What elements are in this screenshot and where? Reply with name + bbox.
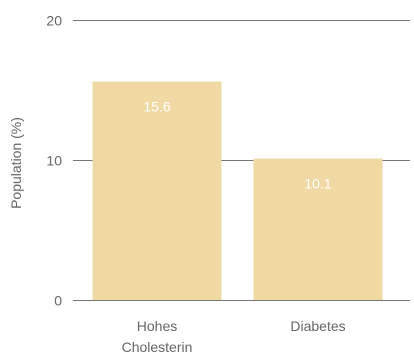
x-category-label: Diabetes bbox=[290, 318, 345, 334]
y-tick-label: 10 bbox=[46, 153, 62, 169]
x-category-label: Hohes Cholesterin bbox=[122, 318, 193, 355]
y-tick-label: 0 bbox=[54, 293, 62, 309]
y-axis-title: Population (%) bbox=[8, 117, 24, 209]
labels: 0 10 20 15.6 Hohes Cholesterin 10.1 Diabetes bbox=[46, 13, 345, 355]
bar bbox=[92, 81, 222, 300]
bars bbox=[92, 81, 383, 300]
data-label: 10.1 bbox=[304, 176, 331, 192]
bar bbox=[253, 158, 383, 300]
y-tick-label: 20 bbox=[46, 13, 62, 29]
data-label: 15.6 bbox=[143, 99, 170, 115]
